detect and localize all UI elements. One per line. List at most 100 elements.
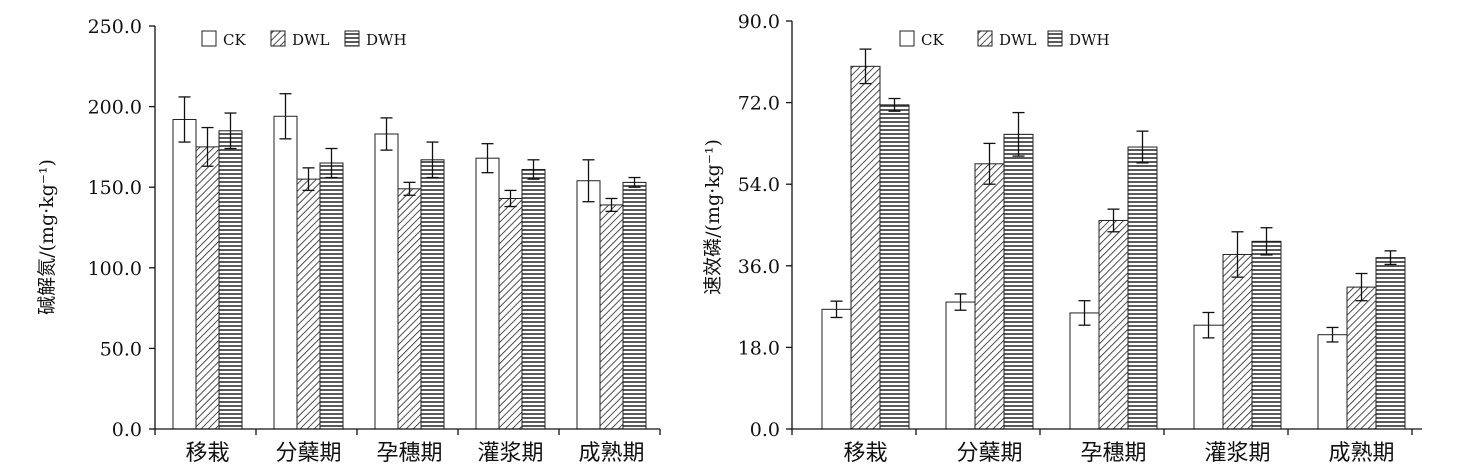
error-bar-ck (582, 159, 595, 203)
bar-dwh (879, 104, 910, 430)
error-bar-dwh (628, 176, 641, 188)
y-tick-label: 150.0 (88, 177, 142, 199)
legend-swatch (899, 30, 915, 47)
error-bar-dwl (201, 126, 214, 167)
category-label: 分蘖期 (275, 441, 341, 466)
bar-dwh (521, 168, 546, 430)
error-bar-dwh (426, 141, 439, 179)
y-tick-label: 250.0 (88, 16, 142, 38)
legend-item-dwl: DWL (977, 30, 1036, 49)
bar-dwl (1346, 286, 1377, 430)
error-bar-dwh (1136, 130, 1149, 164)
error-bar-ck (1326, 326, 1339, 343)
bar-ck (1069, 312, 1100, 430)
y-tick-label: 72.0 (738, 93, 780, 115)
bar-ck (945, 301, 976, 430)
category-label: 移栽 (843, 441, 887, 466)
y-tick-label: 0.0 (750, 419, 780, 441)
bar-dwl (397, 188, 422, 430)
bar-dwh (218, 130, 243, 430)
legend-item-dwh: DWH (344, 30, 407, 49)
legend-swatch (977, 30, 993, 47)
bar-dwh (420, 159, 445, 430)
error-bar-dwl (983, 142, 996, 185)
error-bar-dwl (1355, 272, 1368, 302)
error-bar-dwl (504, 189, 517, 208)
y-tick-label: 18.0 (738, 337, 780, 359)
error-bar-dwh (325, 147, 338, 179)
bar-dwl (1098, 219, 1129, 430)
error-bar-dwl (859, 48, 872, 85)
bar-ck (273, 115, 298, 430)
bar-ck (172, 118, 197, 430)
bar-dwh (1127, 146, 1158, 430)
bar-ck (1317, 334, 1348, 430)
legend-label: DWL (999, 31, 1036, 49)
legend-swatch (201, 30, 217, 47)
error-bar-ck (178, 96, 191, 143)
y-tick-label: 0.0 (112, 419, 142, 441)
error-bar-dwl (605, 197, 618, 213)
bar-dwl (195, 146, 220, 430)
category-label: 成熟期 (578, 441, 644, 466)
category-label: 灌浆期 (477, 441, 543, 466)
error-bar-dwh (1384, 250, 1397, 266)
legend-swatch (344, 30, 360, 47)
error-bar-dwh (527, 159, 540, 180)
bar-dwh (622, 181, 647, 430)
bar-ck (821, 308, 852, 430)
error-bar-dwh (224, 112, 237, 150)
bar-dwl (974, 163, 1005, 430)
error-bar-ck (1202, 311, 1215, 339)
legend-swatch (1047, 30, 1063, 47)
bar-dwl (850, 65, 881, 430)
nitrogen-chart: 碱解氮/(mg·kg⁻¹) 0.0 50.0 100.0 150.0 200.0 250.… (36, 16, 661, 466)
error-bar-dwh (1012, 111, 1025, 157)
legend-label: DWH (366, 31, 407, 49)
y-tick-label: 50.0 (100, 338, 142, 360)
bar-ck (475, 157, 500, 430)
error-bar-ck (954, 293, 967, 311)
legend-label: CK (223, 31, 246, 49)
error-bar-dwl (302, 167, 315, 192)
y-tick-label: 36.0 (738, 256, 780, 278)
legend-item-ck: CK (201, 30, 246, 49)
bar-dwh (1003, 133, 1034, 430)
y-tick-label: 200.0 (88, 97, 142, 119)
category-label: 孕穗期 (1080, 441, 1146, 466)
bar-dwl (498, 197, 523, 430)
error-bar-dwl (1231, 231, 1244, 278)
error-bar-dwl (1107, 208, 1120, 233)
y-axis-title: 速效磷/(mg·kg⁻¹) (702, 139, 724, 295)
bar-dwl (296, 178, 321, 430)
category-label: 孕穗期 (376, 441, 442, 466)
bar-dwh (1251, 240, 1282, 430)
bar-dwl (1222, 253, 1253, 430)
legend-label: DWH (1069, 31, 1110, 49)
bar-dwh (1375, 257, 1406, 430)
bar-ck (1193, 324, 1224, 430)
legend: CK DWL DWH (899, 30, 1110, 49)
y-tick-label: 100.0 (88, 258, 142, 280)
error-bar-dwl (403, 181, 416, 196)
error-bar-ck (830, 300, 843, 319)
legend: CK DWL DWH (201, 30, 407, 49)
legend-swatch (270, 30, 286, 47)
error-bar-ck (380, 117, 393, 151)
bar-dwl (599, 204, 624, 430)
bar-ck (576, 180, 601, 430)
bar-ck (374, 133, 399, 430)
legend-item-ck: CK (899, 30, 944, 49)
y-tick-label: 54.0 (738, 174, 780, 196)
category-label: 灌浆期 (1204, 441, 1270, 466)
error-bar-ck (481, 143, 494, 174)
bar-dwh (319, 162, 344, 430)
y-axis-title: 碱解氮/(mg·kg⁻¹) (36, 159, 58, 315)
error-bar-ck (1078, 300, 1091, 326)
legend-item-dwl: DWL (270, 30, 329, 49)
category-label: 成熟期 (1328, 441, 1394, 466)
legend-label: CK (921, 31, 944, 49)
category-label: 分蘖期 (956, 441, 1022, 466)
error-bar-dwh (888, 97, 901, 112)
